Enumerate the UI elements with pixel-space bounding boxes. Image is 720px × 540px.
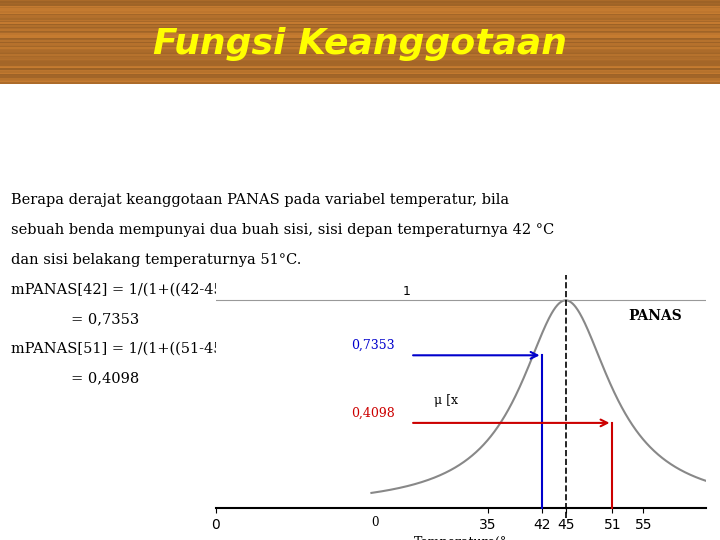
Bar xyxy=(0,46,720,48)
Text: = 0,7353: = 0,7353 xyxy=(11,312,139,326)
Bar xyxy=(0,21,720,22)
Bar xyxy=(0,24,720,25)
Bar xyxy=(0,7,720,8)
Bar xyxy=(0,18,720,19)
Bar xyxy=(0,53,720,55)
Bar xyxy=(0,78,720,79)
Bar xyxy=(0,26,720,28)
Bar xyxy=(0,33,720,35)
Bar xyxy=(0,62,720,63)
Bar xyxy=(0,52,720,53)
Bar xyxy=(0,19,720,21)
Bar xyxy=(0,11,720,12)
Text: dan sisi belakang temperaturnya 51°C.: dan sisi belakang temperaturnya 51°C. xyxy=(11,253,301,267)
Bar xyxy=(0,48,720,49)
Bar xyxy=(0,40,720,42)
Bar xyxy=(0,0,720,2)
Bar xyxy=(0,28,720,29)
Text: Fungsi Keanggotaan: Fungsi Keanggotaan xyxy=(153,26,567,60)
Bar xyxy=(0,43,720,45)
Text: Berapa derajat keanggotaan PANAS pada variabel temperatur, bila: Berapa derajat keanggotaan PANAS pada va… xyxy=(11,193,509,207)
Bar xyxy=(0,4,720,5)
Bar xyxy=(0,79,720,81)
Bar xyxy=(0,5,720,7)
Bar xyxy=(0,59,720,60)
Bar xyxy=(0,74,720,75)
Bar xyxy=(0,36,720,38)
Bar xyxy=(0,2,720,3)
Bar xyxy=(0,57,720,58)
Bar xyxy=(0,81,720,82)
Bar xyxy=(0,15,720,17)
Bar xyxy=(0,17,720,18)
Bar xyxy=(0,38,720,39)
Bar xyxy=(0,39,720,40)
Bar xyxy=(0,60,720,62)
Bar xyxy=(0,82,720,84)
Bar xyxy=(0,69,720,70)
Bar xyxy=(0,70,720,71)
Bar xyxy=(0,65,720,67)
Bar xyxy=(0,63,720,64)
Bar xyxy=(0,64,720,65)
Bar xyxy=(0,67,720,69)
Bar xyxy=(0,10,720,11)
Bar xyxy=(0,35,720,36)
Bar xyxy=(0,56,720,57)
Text: 0: 0 xyxy=(372,516,379,529)
Bar xyxy=(0,49,720,50)
Bar xyxy=(0,77,720,78)
Bar xyxy=(0,8,720,10)
Bar xyxy=(0,72,720,74)
Text: 1: 1 xyxy=(402,285,410,298)
Text: PANAS: PANAS xyxy=(628,309,682,322)
Bar xyxy=(0,31,720,32)
Bar xyxy=(0,55,720,56)
Text: mPANAS[51] = 1/(1+((51-45)/5)2): mPANAS[51] = 1/(1+((51-45)/5)2) xyxy=(11,341,263,355)
Text: μ [x: μ [x xyxy=(433,394,458,407)
X-axis label: Temperature(°: Temperature(° xyxy=(414,536,508,540)
Bar xyxy=(0,50,720,52)
Bar xyxy=(0,14,720,15)
Text: mPANAS[42] = 1/(1+((42-45)/5)2): mPANAS[42] = 1/(1+((42-45)/5)2) xyxy=(11,282,264,296)
Bar xyxy=(0,29,720,31)
Bar xyxy=(0,22,720,24)
Text: = 0,4098: = 0,4098 xyxy=(11,371,139,385)
Bar xyxy=(0,75,720,77)
Bar xyxy=(0,42,720,43)
Bar xyxy=(0,12,720,14)
Text: sebuah benda mempunyai dua buah sisi, sisi depan temperaturnya 42 °C: sebuah benda mempunyai dua buah sisi, si… xyxy=(11,223,554,237)
Bar xyxy=(0,71,720,72)
Bar xyxy=(0,45,720,46)
Text: 0,7353: 0,7353 xyxy=(351,339,395,352)
Bar xyxy=(0,32,720,33)
Bar xyxy=(0,3,720,4)
Bar xyxy=(0,25,720,26)
Text: 0,4098: 0,4098 xyxy=(351,407,395,420)
